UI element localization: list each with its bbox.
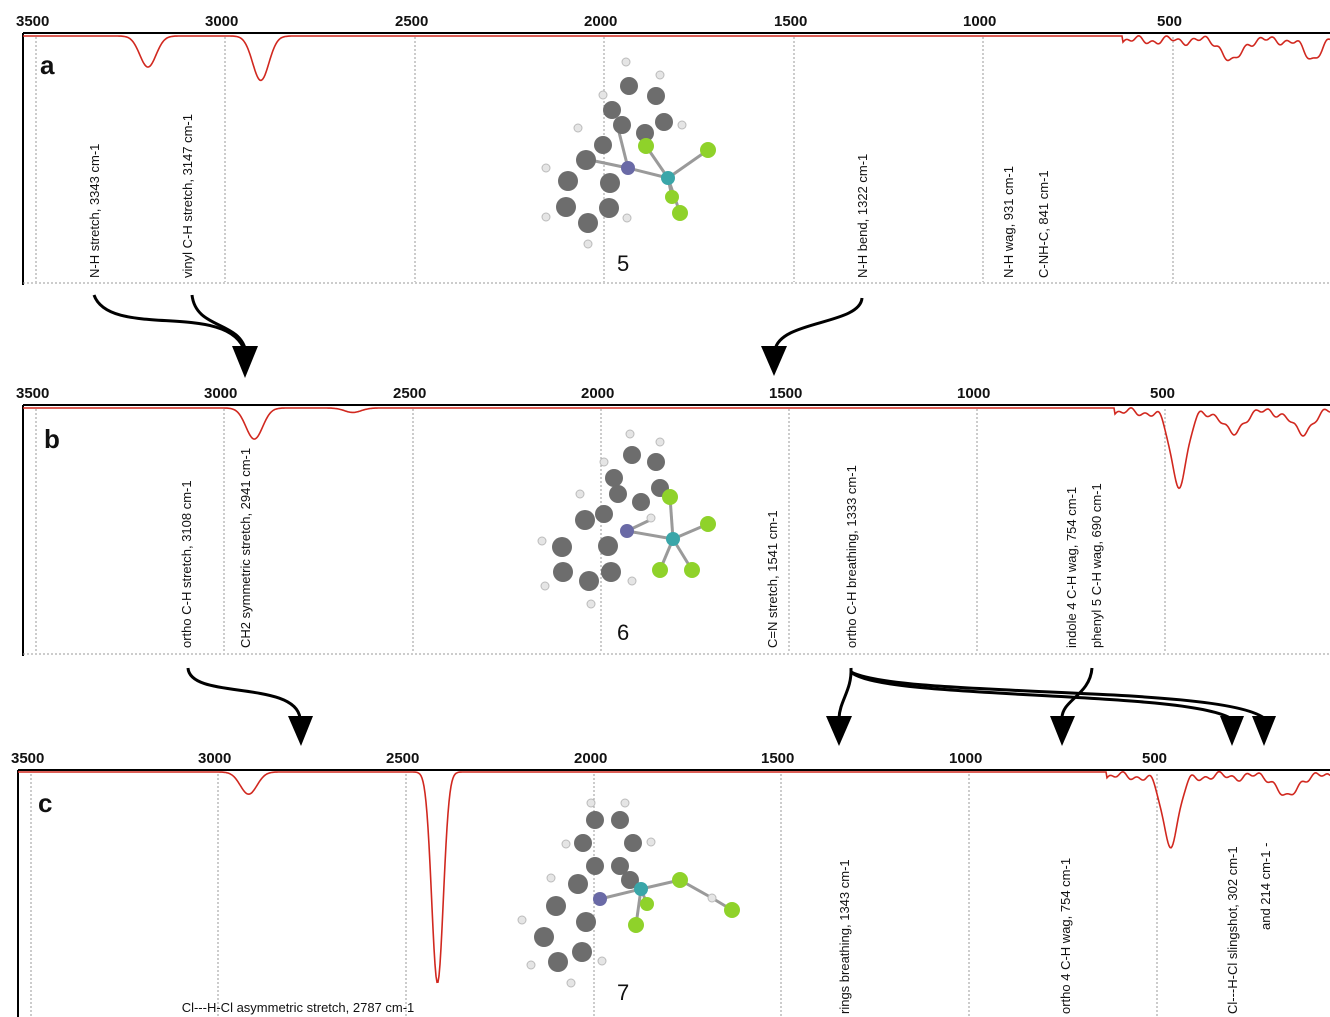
arrow-head [288,716,313,746]
peak-annotation: Cl---H-Cl slingshot, 302 cm-1 [1225,846,1240,1014]
panel-c: 3500 3000 2500 2000 1500 1000 500 c [11,750,1330,1017]
peak-annotation: indole 4 C-H wag, 754 cm-1 [1064,487,1079,648]
tick-label: 2000 [581,385,614,402]
arrows [92,294,1276,746]
arrow-head [1220,716,1244,746]
tick-label: 1500 [769,385,802,402]
tick-label: 1000 [963,13,996,30]
peak-annotation: phenyl 5 C-H wag, 690 cm-1 [1089,483,1104,648]
tick-label: 2500 [386,750,419,767]
panel-label: c [38,788,52,818]
arrow-connector [186,667,302,719]
tick-label: 2500 [395,13,428,30]
tick-label: 3000 [198,750,231,767]
panel-a: 3500 3000 2500 2000 1500 1000 500 a [16,13,1330,285]
arrow-connector [849,670,1231,720]
spectrum-line-b [23,406,1330,490]
peak-annotation: N-H stretch, 3343 cm-1 [87,144,102,278]
arrow-connector [837,667,853,719]
peak-annotation: ortho C-H breathing, 1333 cm-1 [844,465,859,648]
peak-annotation: ortho C-H stretch, 3108 cm-1 [179,480,194,648]
tick-label: 500 [1142,750,1167,767]
spectrum-line-a [23,34,1330,82]
peak-annotation: C=N stretch, 1541 cm-1 [765,510,780,648]
spectrum-line-c [18,770,1330,984]
arrow-head [761,346,787,376]
tick-label: 1000 [949,750,982,767]
peak-annotation: C-NH-C, 841 cm-1 [1036,170,1051,278]
arrow-head [1050,716,1075,746]
tick-label: 2000 [584,13,617,30]
tick-label: 3500 [16,385,49,402]
tick-label: 3500 [16,13,49,30]
compound-number: 6 [617,620,629,645]
arrow-head [826,716,852,746]
peak-annotation: N-H bend, 1322 cm-1 [855,154,870,278]
arrow-connector [850,670,1265,720]
arrow-connector [773,297,864,351]
peak-annotation: CH2 symmetric stretch, 2941 cm-1 [238,448,253,648]
compound-number: 5 [617,251,629,276]
panel-label: a [40,50,55,80]
arrow-connector [92,294,247,353]
molecule-structure-5 [541,57,716,249]
tick-label: 3000 [204,385,237,402]
panel-label: b [44,424,60,454]
tick-label: 1500 [774,13,807,30]
panel-b: 3500 3000 2500 2000 1500 1000 500 b [16,385,1330,656]
arrow-connector [190,294,248,353]
tick-label: 1500 [761,750,794,767]
compound-number: 7 [617,980,629,1005]
tick-label: 500 [1157,13,1182,30]
arrow-head [232,346,258,378]
tick-label: 1000 [957,385,990,402]
tick-label: 2500 [393,385,426,402]
peak-annotation: N-H wag, 931 cm-1 [1001,166,1016,278]
peak-annotation: Cl---H-Cl asymmetric stretch, 2787 cm-1 [182,1000,415,1015]
peak-annotation: rings breathing, 1343 cm-1 [837,859,852,1014]
peak-annotation: and 214 cm-1 - [1258,843,1273,930]
peak-annotation: ortho 4 C-H wag, 754 cm-1 [1058,858,1073,1014]
arrow-head [1252,716,1276,746]
peak-annotation: vinyl C-H stretch, 3147 cm-1 [180,114,195,278]
molecule-structure-6 [537,429,716,609]
tick-label: 3500 [11,750,44,767]
tick-label: 500 [1150,385,1175,402]
arrow-connector [1060,667,1094,719]
tick-label: 3000 [205,13,238,30]
molecule-structure-7 [517,798,740,988]
tick-label: 2000 [574,750,607,767]
